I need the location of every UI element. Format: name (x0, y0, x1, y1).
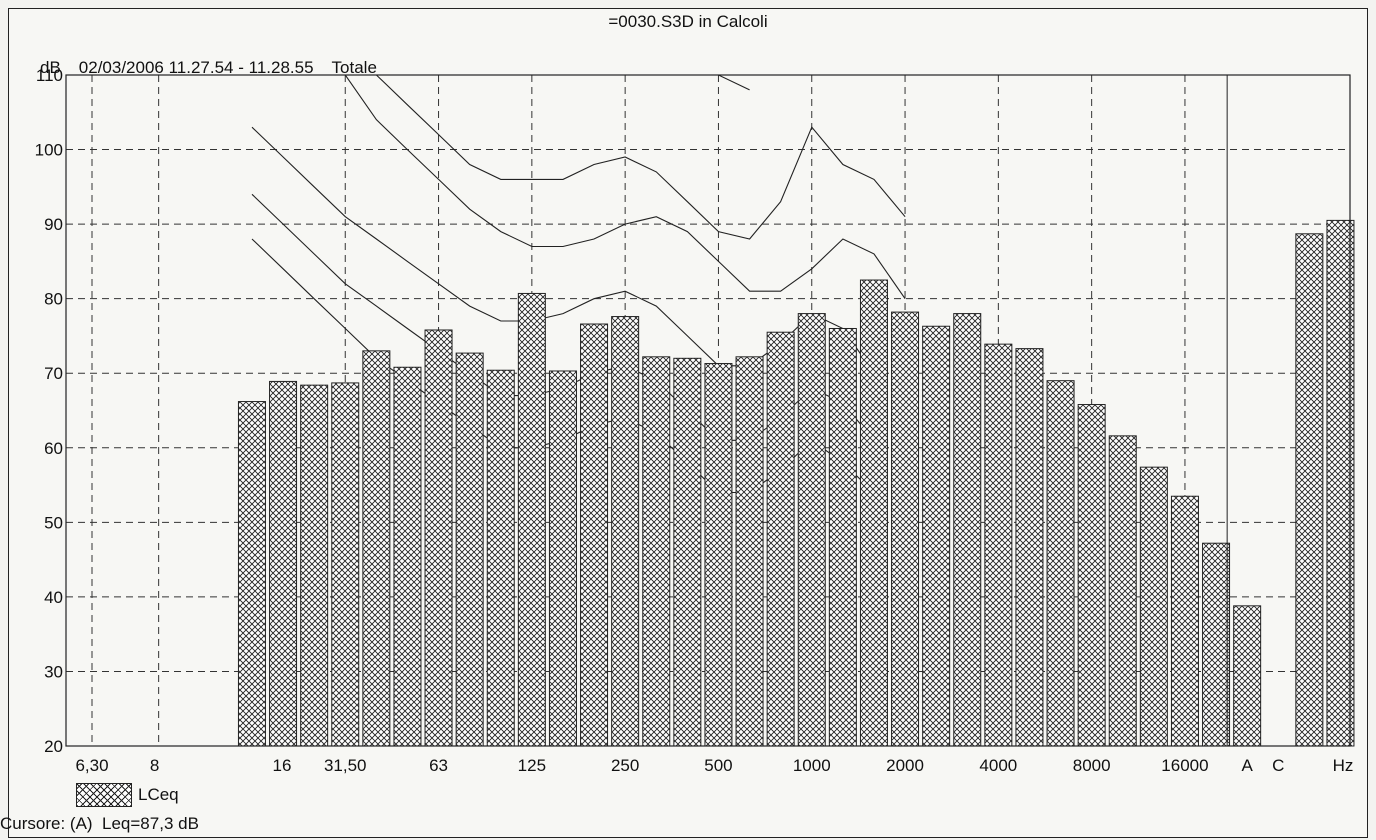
bar (984, 343, 1013, 747)
bar (953, 313, 982, 747)
bar (859, 279, 888, 747)
x-tick-label: 16 (272, 756, 291, 775)
axes (65, 74, 1351, 747)
bar (1170, 495, 1199, 747)
bar (580, 323, 609, 747)
bar (424, 329, 453, 747)
y-tick-label: 90 (44, 215, 63, 234)
bar (1108, 435, 1137, 747)
y-tick-label: 70 (44, 364, 63, 383)
x-tick-label: Hz (1333, 756, 1354, 775)
bar (362, 350, 391, 747)
bar (486, 369, 515, 747)
x-tick-label: 2000 (886, 756, 924, 775)
bar (1077, 404, 1106, 747)
bar (517, 292, 546, 747)
subtitle-row: dB 02/03/2006 11.27.54 - 11.28.55 Totale (40, 58, 395, 78)
tick-labels: 20 30 40 50 60 70 80 90 100 110 6,30 8 16 31,50 63 125 2… (35, 66, 1354, 775)
x-tick-label: 1000 (793, 756, 831, 775)
x-tick-label: 4000 (979, 756, 1017, 775)
x-tick-label: 31,50 (324, 756, 367, 775)
y-axis-unit: dB (40, 58, 61, 77)
bar (237, 401, 266, 747)
bar (1015, 348, 1044, 747)
y-tick-label: 40 (44, 588, 63, 607)
y-tick-label: 30 (44, 662, 63, 681)
bar (548, 370, 577, 747)
x-tick-label: 500 (704, 756, 732, 775)
bar (922, 325, 951, 747)
y-tick-label: 110 (36, 66, 63, 85)
bar (331, 382, 360, 747)
y-tick-label: 60 (44, 439, 63, 458)
bar (828, 327, 857, 747)
bar (1046, 380, 1075, 747)
x-tick-label: 63 (429, 756, 448, 775)
bars (237, 219, 1355, 747)
bar (1202, 542, 1231, 747)
bar (891, 311, 920, 747)
bar (1139, 466, 1168, 747)
x-tick-label: 8 (150, 756, 159, 775)
time-range: 02/03/2006 11.27.54 - 11.28.55 (78, 58, 314, 77)
y-tick-label: 80 (44, 290, 63, 309)
cursor-readout: Cursore: (A) Leq=87,3 dB (0, 814, 199, 833)
x-tick-label: 6,30 (75, 756, 108, 775)
bar (269, 380, 298, 747)
bar (455, 352, 484, 747)
plot-border (65, 74, 1351, 747)
chart-title: =0030.S3D in Calcoli (608, 12, 768, 31)
bar (673, 357, 702, 747)
bar (1233, 605, 1262, 747)
measure-mode: Totale (331, 58, 377, 77)
bar (1295, 233, 1324, 747)
y-tick-label: 50 (44, 513, 63, 532)
bar (735, 356, 764, 747)
y-tick-label: 100 (35, 141, 63, 160)
rating-curve (283, 74, 906, 300)
y-tick-label: 20 (44, 737, 63, 756)
legend-label: LCeq (138, 785, 179, 804)
x-tick-label: 16000 (1161, 756, 1208, 775)
legend-swatch (76, 783, 132, 807)
bar (611, 316, 640, 747)
bar (300, 384, 329, 747)
x-tick-label: C (1272, 756, 1284, 775)
rating-curve (283, 74, 906, 240)
bar (766, 331, 795, 747)
bar (642, 356, 671, 747)
x-tick-label: 8000 (1073, 756, 1111, 775)
x-tick-label: 125 (518, 756, 546, 775)
legend: LCeq (76, 782, 179, 808)
bar (797, 313, 826, 747)
x-tick-label: A (1241, 756, 1253, 775)
x-tick-label: 250 (611, 756, 639, 775)
bar (393, 366, 422, 747)
bar (704, 363, 733, 747)
